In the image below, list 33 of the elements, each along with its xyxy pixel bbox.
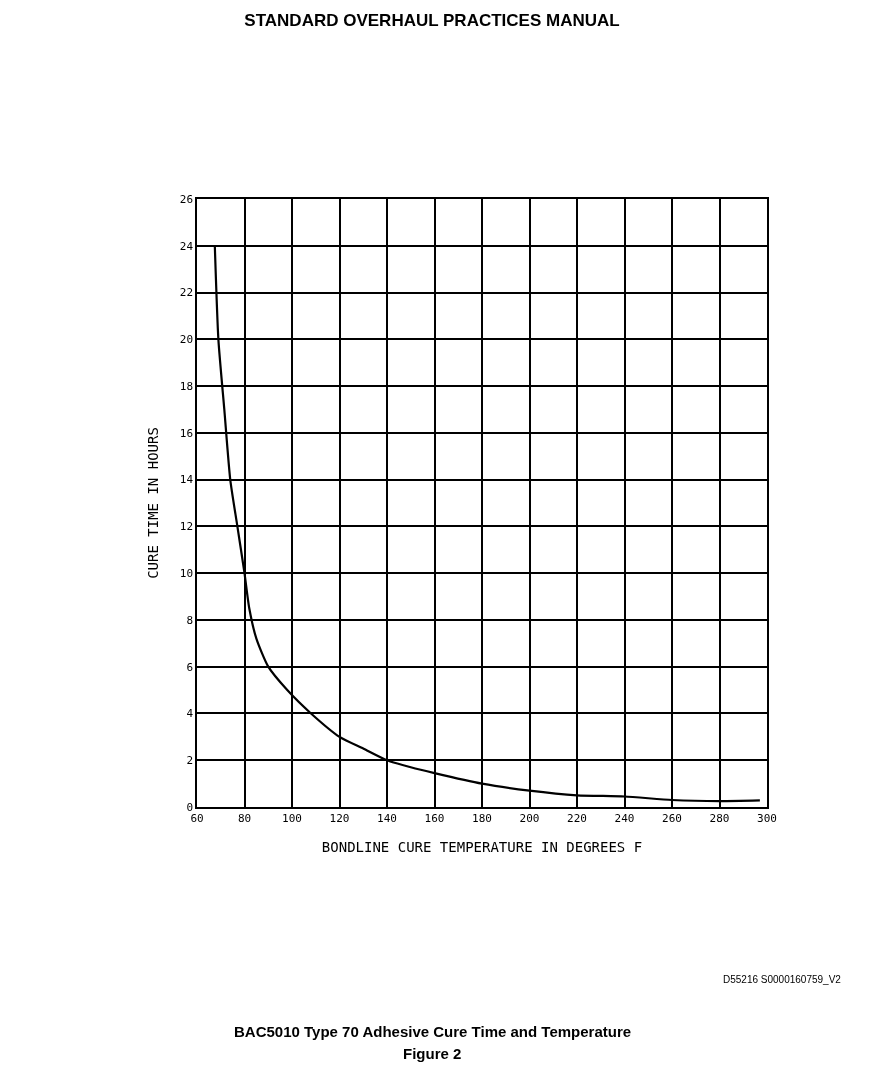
y-tick-label: 2 <box>186 754 194 768</box>
x-tick-label: 220 <box>567 811 587 825</box>
x-axis-title: BONDLINE CURE TEMPERATURE IN DEGREES F <box>321 838 643 855</box>
y-tick-label: 18 <box>179 379 194 393</box>
y-tick-label: 8 <box>186 613 194 627</box>
y-tick-label: 10 <box>179 567 194 580</box>
x-tick-label: 260 <box>662 811 682 825</box>
caption: Figure 2 <box>403 1045 462 1062</box>
x-tick-label: 300 <box>757 811 777 825</box>
x-tick-label: 180 <box>472 811 492 825</box>
x-tick-label: 160 <box>424 811 445 825</box>
y-tick-label: 20 <box>179 333 194 347</box>
text: BAC5010 Type 70 Adhesive Cure Time and Temperature <box>234 1023 632 1040</box>
y-tick-label: 12 <box>179 520 194 534</box>
chart-title: STANDARD OVERHAUL PRACTICES MANUAL <box>244 10 620 30</box>
text: D55216 S0000160759_V2 <box>723 974 842 985</box>
y-tick-label: 0 <box>186 800 194 814</box>
x-tick-label: 240 <box>614 811 635 825</box>
x-tick-label: 120 <box>329 811 350 825</box>
y-tick-label: 26 <box>179 192 194 206</box>
x-tick-label: 280 <box>709 811 730 825</box>
y-axis-title: CURE TIME IN HOURS <box>144 427 161 579</box>
y-tick-label: 22 <box>179 286 194 300</box>
x-tick-label: 80 <box>237 811 252 825</box>
y-tick-label: 14 <box>179 473 194 487</box>
y-tick-label: 6 <box>186 660 194 674</box>
y-tick-label: 4 <box>186 707 194 721</box>
x-tick-label: 100 <box>282 811 302 825</box>
x-tick-label: 140 <box>377 811 397 825</box>
x-tick-label: 200 <box>519 811 540 825</box>
y-tick-label: 24 <box>179 239 194 253</box>
x-tick-label: 60 <box>190 811 204 825</box>
y-tick-label: 16 <box>179 426 194 440</box>
